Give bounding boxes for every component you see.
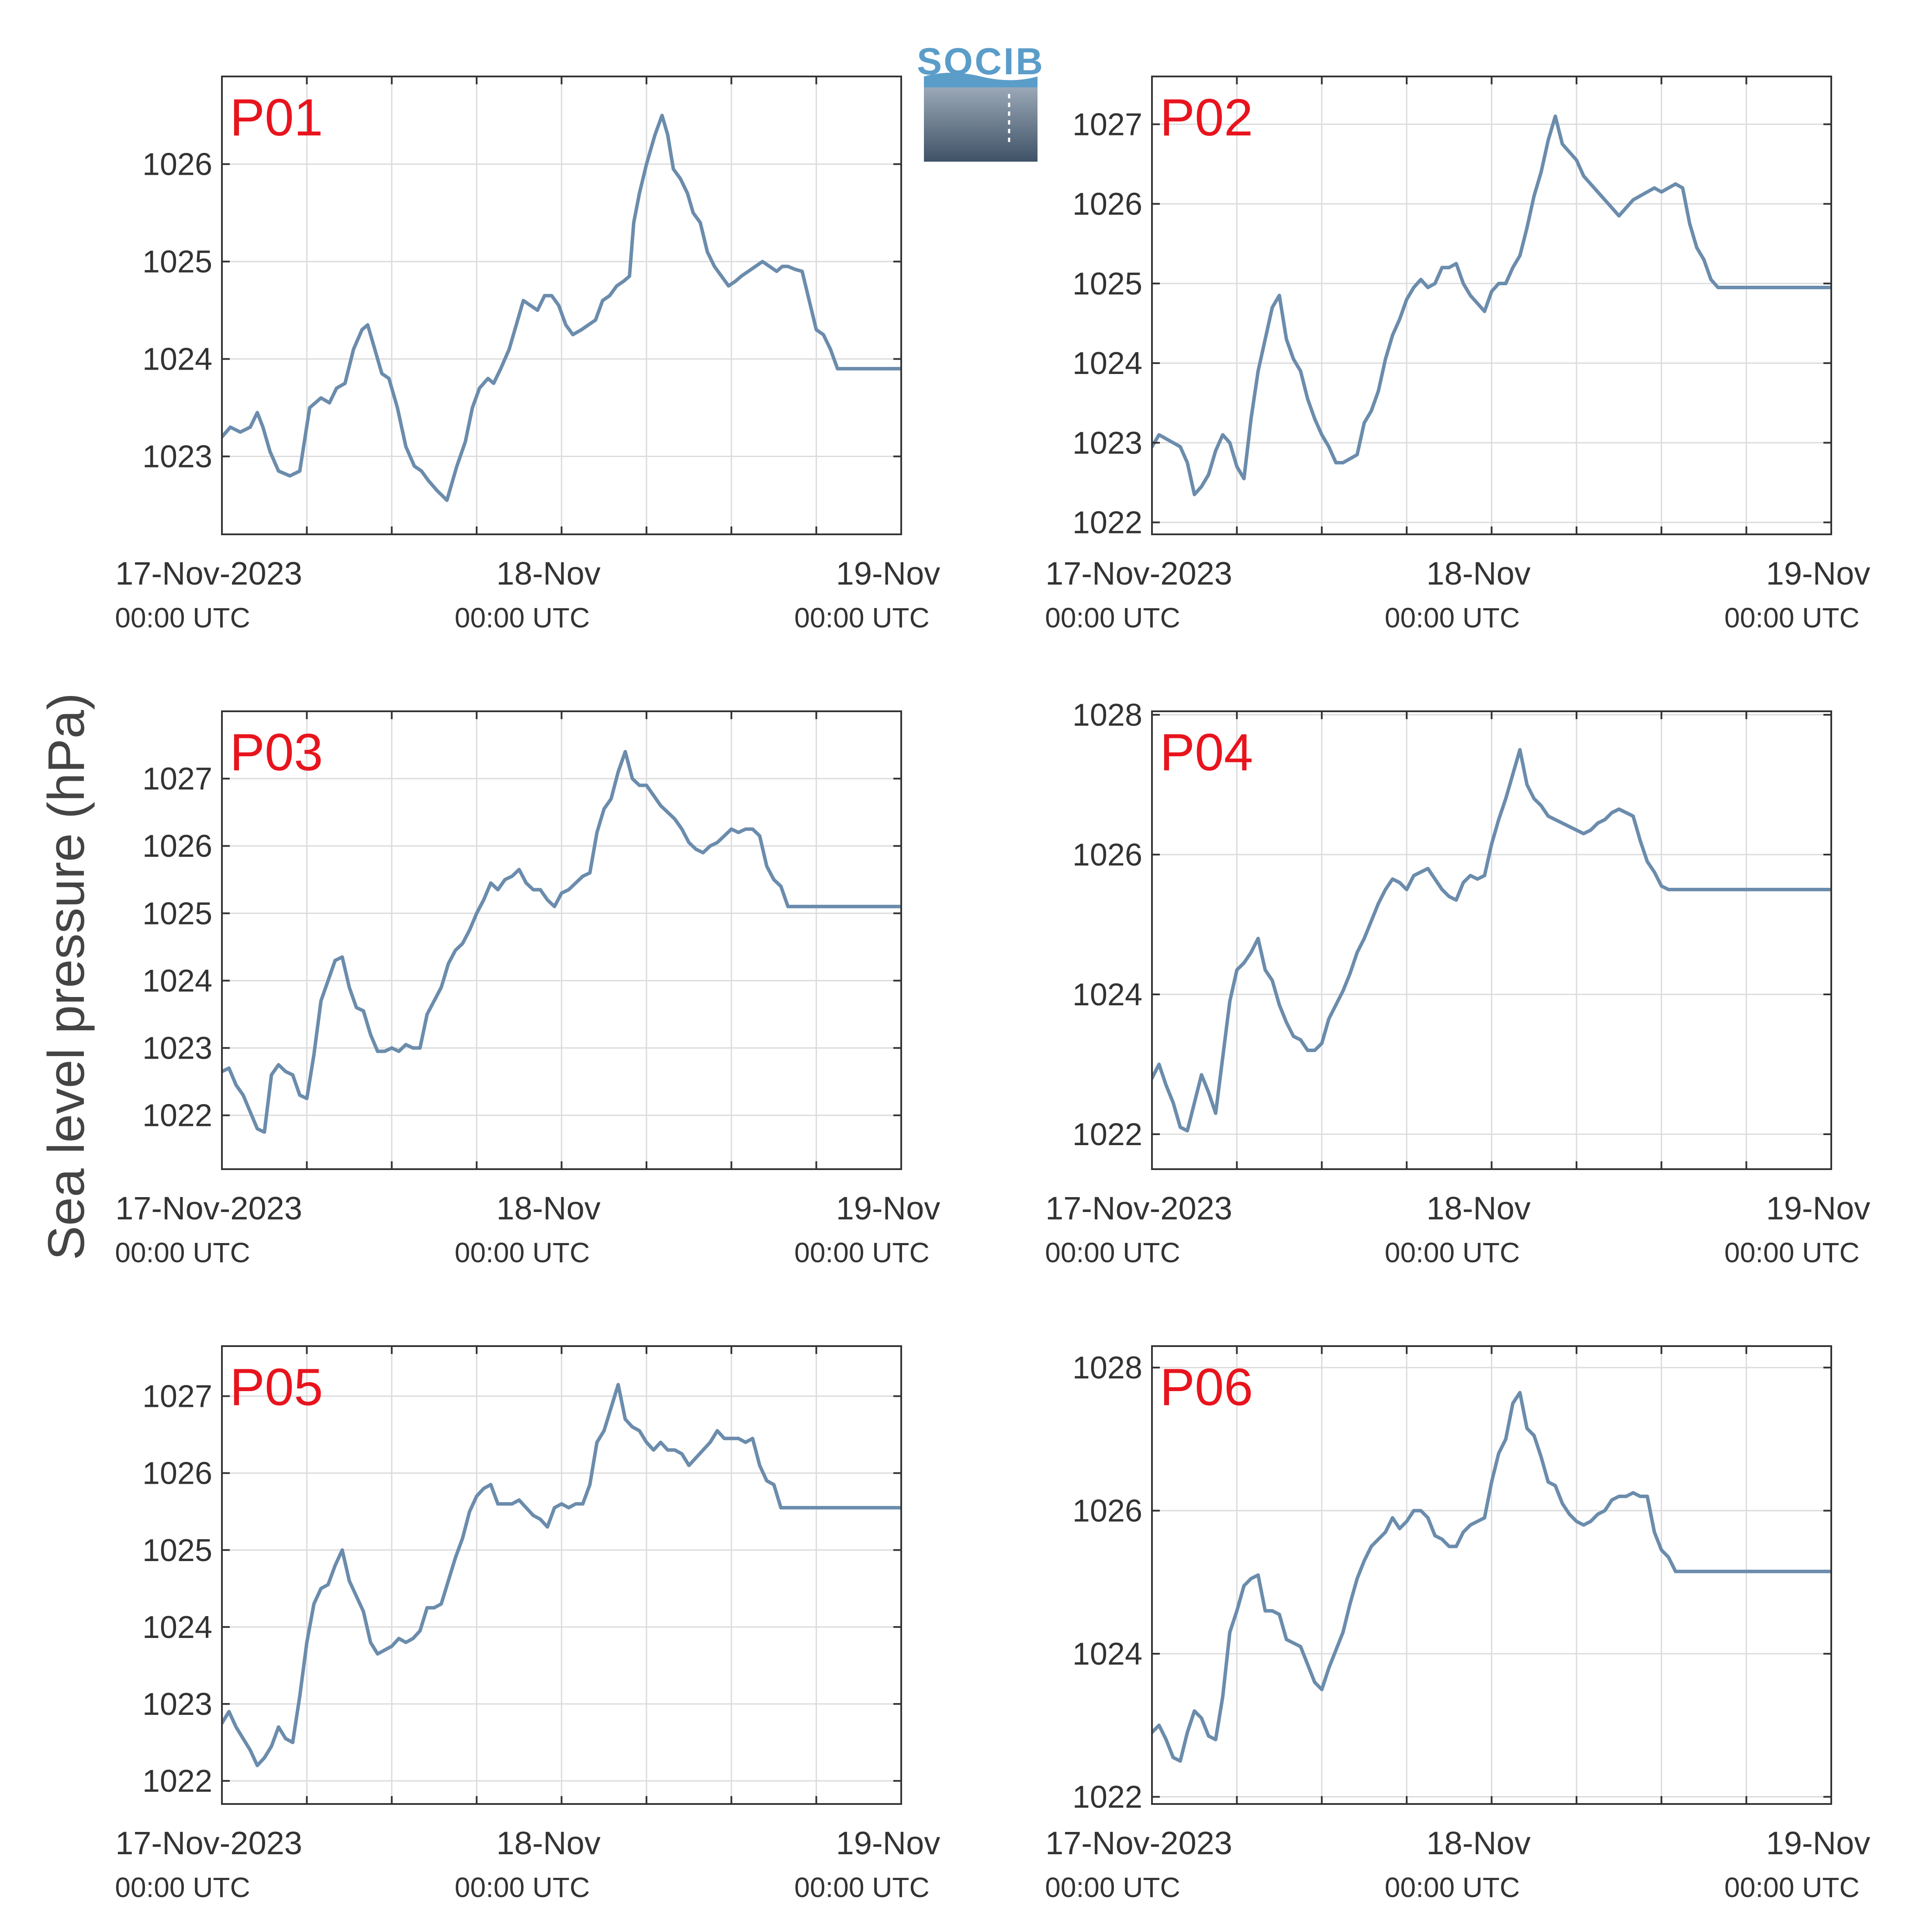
y-tick-label: 1024 (142, 963, 212, 998)
x-tick-date-label: 19-Nov (1766, 1190, 1871, 1226)
y-axis-label: Sea level pressure (hPa) (38, 693, 95, 1260)
x-tick-date-label: 18-Nov (1426, 1190, 1531, 1226)
y-tick-label: 1023 (142, 440, 212, 474)
x-tick-date-label: 18-Nov (1426, 1825, 1531, 1861)
y-tick-label: 1026 (142, 829, 212, 864)
y-tick-label: 1028 (1072, 1350, 1142, 1385)
panel-label: P04 (1160, 723, 1253, 782)
x-tick-time-label: 00:00 UTC (1045, 1872, 1180, 1903)
y-tick-label: 1023 (142, 1031, 212, 1066)
y-tick-label: 1026 (1072, 187, 1142, 222)
y-tick-label: 1025 (142, 1533, 212, 1568)
x-tick-time-label: 00:00 UTC (1724, 1872, 1859, 1903)
y-tick-label: 1022 (1072, 506, 1142, 540)
x-tick-date-label: 19-Nov (836, 555, 941, 592)
panel-p05: 1022 1023 1024 1025 1026 1027 17-Nov-2023 00:00… (115, 1345, 941, 1903)
x-tick-time-label: 00:00 UTC (1385, 602, 1520, 634)
x-tick-time-label: 00:00 UTC (455, 602, 590, 634)
y-tick-label: 1027 (142, 1379, 212, 1414)
y-tick-label: 1027 (142, 762, 212, 796)
y-tick-label: 1024 (1072, 977, 1142, 1012)
x-tick-date-label: 18-Nov (1426, 555, 1531, 592)
x-tick-date-label: 18-Nov (496, 555, 601, 592)
x-tick-time-label: 00:00 UTC (455, 1237, 590, 1268)
panel-p04: 1022 1024 1026 1028 17-Nov-2023 00:00 UTC 18-N… (1045, 698, 1870, 1268)
socib-logo: SOCIB (917, 41, 1044, 162)
y-tick-label: 1024 (142, 342, 212, 377)
x-tick-time-label: 00:00 UTC (1724, 1237, 1859, 1268)
x-tick-date-label: 17-Nov-2023 (1045, 1190, 1232, 1226)
panel-label: P06 (1160, 1358, 1253, 1416)
x-tick-time-label: 00:00 UTC (455, 1872, 590, 1903)
y-tick-label: 1026 (1072, 838, 1142, 873)
x-tick-time-label: 00:00 UTC (794, 602, 929, 634)
y-tick-label: 1027 (1072, 107, 1142, 142)
x-tick-time-label: 00:00 UTC (794, 1237, 929, 1268)
x-tick-time-label: 00:00 UTC (1385, 1237, 1520, 1268)
y-tick-label: 1024 (1072, 1637, 1142, 1672)
panel-p03: 1022 1023 1024 1025 1026 1027 17-Nov-2023 00:00… (115, 710, 941, 1268)
x-tick-time-label: 00:00 UTC (794, 1872, 929, 1903)
series-line (222, 114, 901, 502)
x-tick-date-label: 19-Nov (836, 1825, 941, 1861)
y-tick-label: 1026 (142, 147, 212, 182)
series-line (222, 1383, 901, 1767)
y-tick-label: 1022 (1072, 1780, 1142, 1815)
logo-wave (924, 73, 1038, 87)
y-tick-label: 1022 (1072, 1117, 1142, 1152)
series-line (1152, 748, 1831, 1132)
x-tick-time-label: 00:00 UTC (115, 1872, 250, 1903)
x-tick-date-label: 19-Nov (1766, 1825, 1871, 1861)
panel-label: P01 (230, 88, 323, 147)
chart-panels: 1023 1024 1025 1026 17-Nov-2023 00:00 UTC 18-N… (115, 76, 1870, 1903)
series-line (222, 750, 901, 1134)
x-tick-date-label: 18-Nov (496, 1190, 601, 1226)
series-line (1152, 114, 1831, 496)
y-tick-label: 1026 (1072, 1494, 1142, 1529)
x-tick-time-label: 00:00 UTC (115, 602, 250, 634)
y-tick-label: 1023 (1072, 426, 1142, 460)
x-tick-date-label: 17-Nov-2023 (1045, 555, 1232, 592)
x-tick-date-label: 17-Nov-2023 (115, 1190, 302, 1226)
x-tick-date-label: 17-Nov-2023 (1045, 1825, 1232, 1861)
y-tick-label: 1022 (142, 1764, 212, 1799)
x-tick-time-label: 00:00 UTC (115, 1237, 250, 1268)
x-tick-time-label: 00:00 UTC (1045, 602, 1180, 634)
y-tick-label: 1028 (1072, 698, 1142, 733)
logo-block (924, 87, 1038, 162)
y-tick-label: 1025 (142, 245, 212, 280)
x-tick-time-label: 00:00 UTC (1724, 602, 1859, 634)
y-tick-label: 1024 (142, 1610, 212, 1645)
panel-label: P02 (1160, 88, 1253, 147)
y-tick-label: 1025 (142, 896, 212, 931)
y-tick-label: 1025 (1072, 267, 1142, 301)
x-tick-date-label: 19-Nov (836, 1190, 941, 1226)
logo-text: SOCIB (917, 41, 1044, 83)
panel-label: P05 (230, 1358, 323, 1416)
x-tick-time-label: 00:00 UTC (1385, 1872, 1520, 1903)
panel-label: P03 (230, 723, 323, 782)
y-tick-label: 1023 (142, 1687, 212, 1722)
panel-p01: 1023 1024 1025 1026 17-Nov-2023 00:00 UTC 18-N… (115, 76, 940, 634)
x-tick-date-label: 17-Nov-2023 (115, 555, 302, 592)
panel-p02: 1022 1023 1024 1025 1026 1027 17-Nov-2023 00:00… (1045, 76, 1870, 634)
panel-p06: 1022 1024 1026 1028 17-Nov-2023 00:00 UTC 18-N… (1045, 1345, 1871, 1903)
x-tick-date-label: 18-Nov (496, 1825, 601, 1861)
x-tick-date-label: 19-Nov (1766, 555, 1871, 592)
y-tick-label: 1022 (142, 1098, 212, 1133)
y-tick-label: 1026 (142, 1456, 212, 1491)
series-line (1152, 1391, 1831, 1763)
x-tick-date-label: 17-Nov-2023 (115, 1825, 302, 1861)
y-tick-label: 1024 (1072, 346, 1142, 381)
x-tick-time-label: 00:00 UTC (1045, 1237, 1180, 1268)
